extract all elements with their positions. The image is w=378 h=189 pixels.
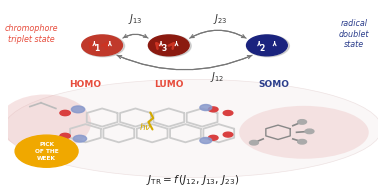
Circle shape (305, 129, 314, 134)
Circle shape (208, 135, 218, 140)
Ellipse shape (239, 106, 369, 159)
Circle shape (208, 107, 218, 112)
Text: PICK
OF THE
WEEK: PICK OF THE WEEK (35, 142, 59, 161)
Circle shape (297, 139, 307, 144)
Text: chromophore
triplet state: chromophore triplet state (5, 24, 59, 44)
Circle shape (223, 132, 233, 137)
Circle shape (82, 35, 125, 57)
Text: 3: 3 (161, 44, 166, 53)
Text: $J_\mathrm{TR} = f\,(J_{12},\,J_{13},\,J_{23})$: $J_\mathrm{TR} = f\,(J_{12},\,J_{13},\,J… (146, 173, 240, 187)
Text: LUMO: LUMO (154, 80, 184, 89)
Circle shape (71, 106, 85, 113)
Circle shape (246, 35, 290, 57)
Circle shape (200, 137, 212, 143)
Ellipse shape (4, 79, 378, 178)
Circle shape (200, 105, 212, 111)
Circle shape (73, 135, 87, 142)
Circle shape (297, 120, 307, 124)
Circle shape (60, 133, 70, 139)
Text: $h\nu$: $h\nu$ (139, 121, 152, 132)
Text: 1: 1 (94, 44, 100, 53)
Text: $J_{23}$: $J_{23}$ (213, 12, 228, 26)
Text: $J_{12}$: $J_{12}$ (210, 70, 224, 84)
Text: 2: 2 (259, 44, 265, 53)
Circle shape (246, 35, 287, 56)
Text: SOMO: SOMO (259, 80, 290, 89)
Circle shape (223, 111, 233, 115)
Circle shape (249, 140, 259, 145)
Circle shape (60, 110, 70, 116)
Circle shape (82, 35, 122, 56)
Circle shape (15, 135, 78, 167)
Circle shape (149, 35, 191, 57)
Ellipse shape (0, 94, 91, 151)
Circle shape (149, 35, 189, 56)
Text: radical
doublet
state: radical doublet state (339, 19, 369, 49)
Text: $J_{13}$: $J_{13}$ (128, 12, 143, 26)
Text: HOMO: HOMO (70, 80, 102, 89)
